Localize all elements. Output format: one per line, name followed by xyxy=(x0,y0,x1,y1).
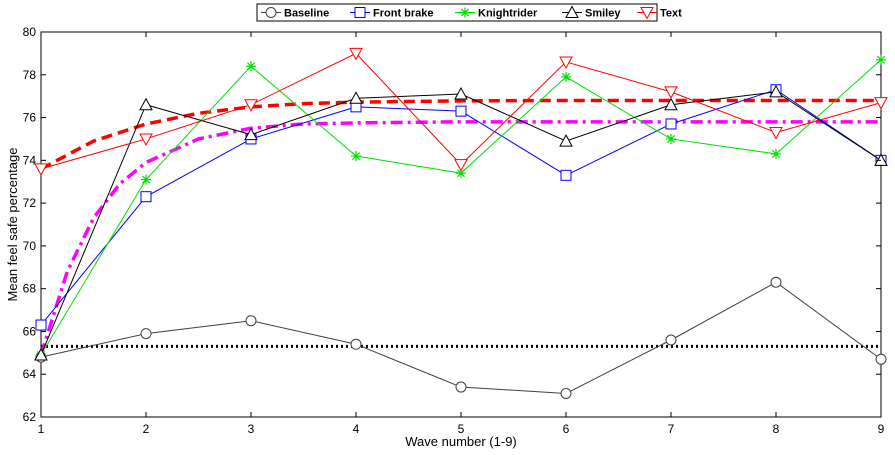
series-baseline xyxy=(35,276,887,399)
data-point-text xyxy=(559,56,573,69)
legend-marker-baseline xyxy=(265,7,277,18)
data-point-text xyxy=(34,163,48,176)
x-tick-label: 3 xyxy=(248,422,255,436)
data-point-knightrider xyxy=(561,71,571,82)
data-point-baseline xyxy=(140,328,152,340)
y-tick-label: 66 xyxy=(23,324,37,338)
legend-label-text: Text xyxy=(660,8,682,20)
data-point-front-brake xyxy=(560,169,572,181)
legend-label-baseline: Baseline xyxy=(284,8,329,20)
data-point-text xyxy=(139,133,153,146)
y-tick-label: 72 xyxy=(23,196,37,210)
x-tick-label: 6 xyxy=(563,422,570,436)
data-point-smiley xyxy=(664,97,678,111)
data-point-text xyxy=(664,86,678,99)
data-point-knightrider xyxy=(141,174,151,185)
fit-curve-dashdot xyxy=(39,120,881,356)
series-smiley xyxy=(34,84,888,361)
data-point-smiley xyxy=(34,347,48,361)
x-tick-label: 7 xyxy=(668,422,675,436)
y-tick-label: 78 xyxy=(23,68,37,82)
data-point-smiley xyxy=(454,86,468,100)
x-tick-label: 2 xyxy=(143,422,150,436)
data-point-text xyxy=(874,97,888,110)
data-point-text xyxy=(349,47,363,61)
data-point-baseline xyxy=(350,338,362,350)
series-lines xyxy=(34,47,888,399)
data-point-knightrider xyxy=(351,151,361,162)
x-tick-label: 1 xyxy=(38,422,45,436)
y-tick-label: 74 xyxy=(23,153,37,167)
data-point-text xyxy=(244,99,258,112)
y-tick-label: 68 xyxy=(23,282,37,296)
data-point-text xyxy=(769,127,783,140)
data-point-front-brake xyxy=(140,191,152,203)
x-tick-label: 4 xyxy=(353,422,360,436)
data-point-knightrider xyxy=(246,61,256,72)
data-point-front-brake xyxy=(35,319,47,331)
data-point-smiley xyxy=(244,127,258,141)
y-tick-label: 76 xyxy=(23,111,37,125)
y-tick-label: 64 xyxy=(23,367,37,381)
y-tick-label: 70 xyxy=(23,239,37,253)
y-axis-label: Mean feel safe percentage xyxy=(5,148,20,302)
data-point-smiley xyxy=(349,91,363,104)
legend-marker-text xyxy=(640,7,654,20)
data-point-knightrider xyxy=(456,168,466,179)
legend-marker-smiley xyxy=(565,5,579,18)
data-point-knightrider xyxy=(771,148,781,159)
data-point-baseline xyxy=(560,387,572,399)
x-axis-label: Wave number (1-9) xyxy=(405,434,517,449)
data-point-baseline xyxy=(770,276,782,288)
data-point-front-brake xyxy=(665,118,677,130)
series-text xyxy=(34,47,888,176)
data-point-front-brake xyxy=(455,105,467,117)
x-tick-label: 5 xyxy=(458,422,465,436)
y-tick-label: 62 xyxy=(23,410,37,424)
legend-label-smiley: Smiley xyxy=(585,8,621,20)
data-point-baseline xyxy=(245,315,257,327)
data-point-smiley xyxy=(559,134,573,147)
data-point-baseline xyxy=(665,334,677,346)
legend-marker-knightrider xyxy=(460,7,470,18)
x-tick-label: 8 xyxy=(773,422,780,436)
data-point-baseline xyxy=(875,353,887,365)
x-tick-label: 9 xyxy=(878,422,885,436)
data-point-smiley xyxy=(769,84,783,98)
data-point-knightrider xyxy=(666,133,676,144)
data-point-knightrider xyxy=(876,54,886,65)
data-point-baseline xyxy=(455,381,467,393)
data-point-text xyxy=(454,159,468,172)
legend-label-knightrider: Knightrider xyxy=(478,8,538,20)
legend-label-front-brake: Front brake xyxy=(373,8,434,20)
data-point-smiley xyxy=(139,97,153,111)
legend: Baseline Front brake Knightrider Smiley Text xyxy=(256,3,682,22)
y-tick-label: 80 xyxy=(23,25,37,39)
legend-marker-front-brake xyxy=(354,7,366,18)
